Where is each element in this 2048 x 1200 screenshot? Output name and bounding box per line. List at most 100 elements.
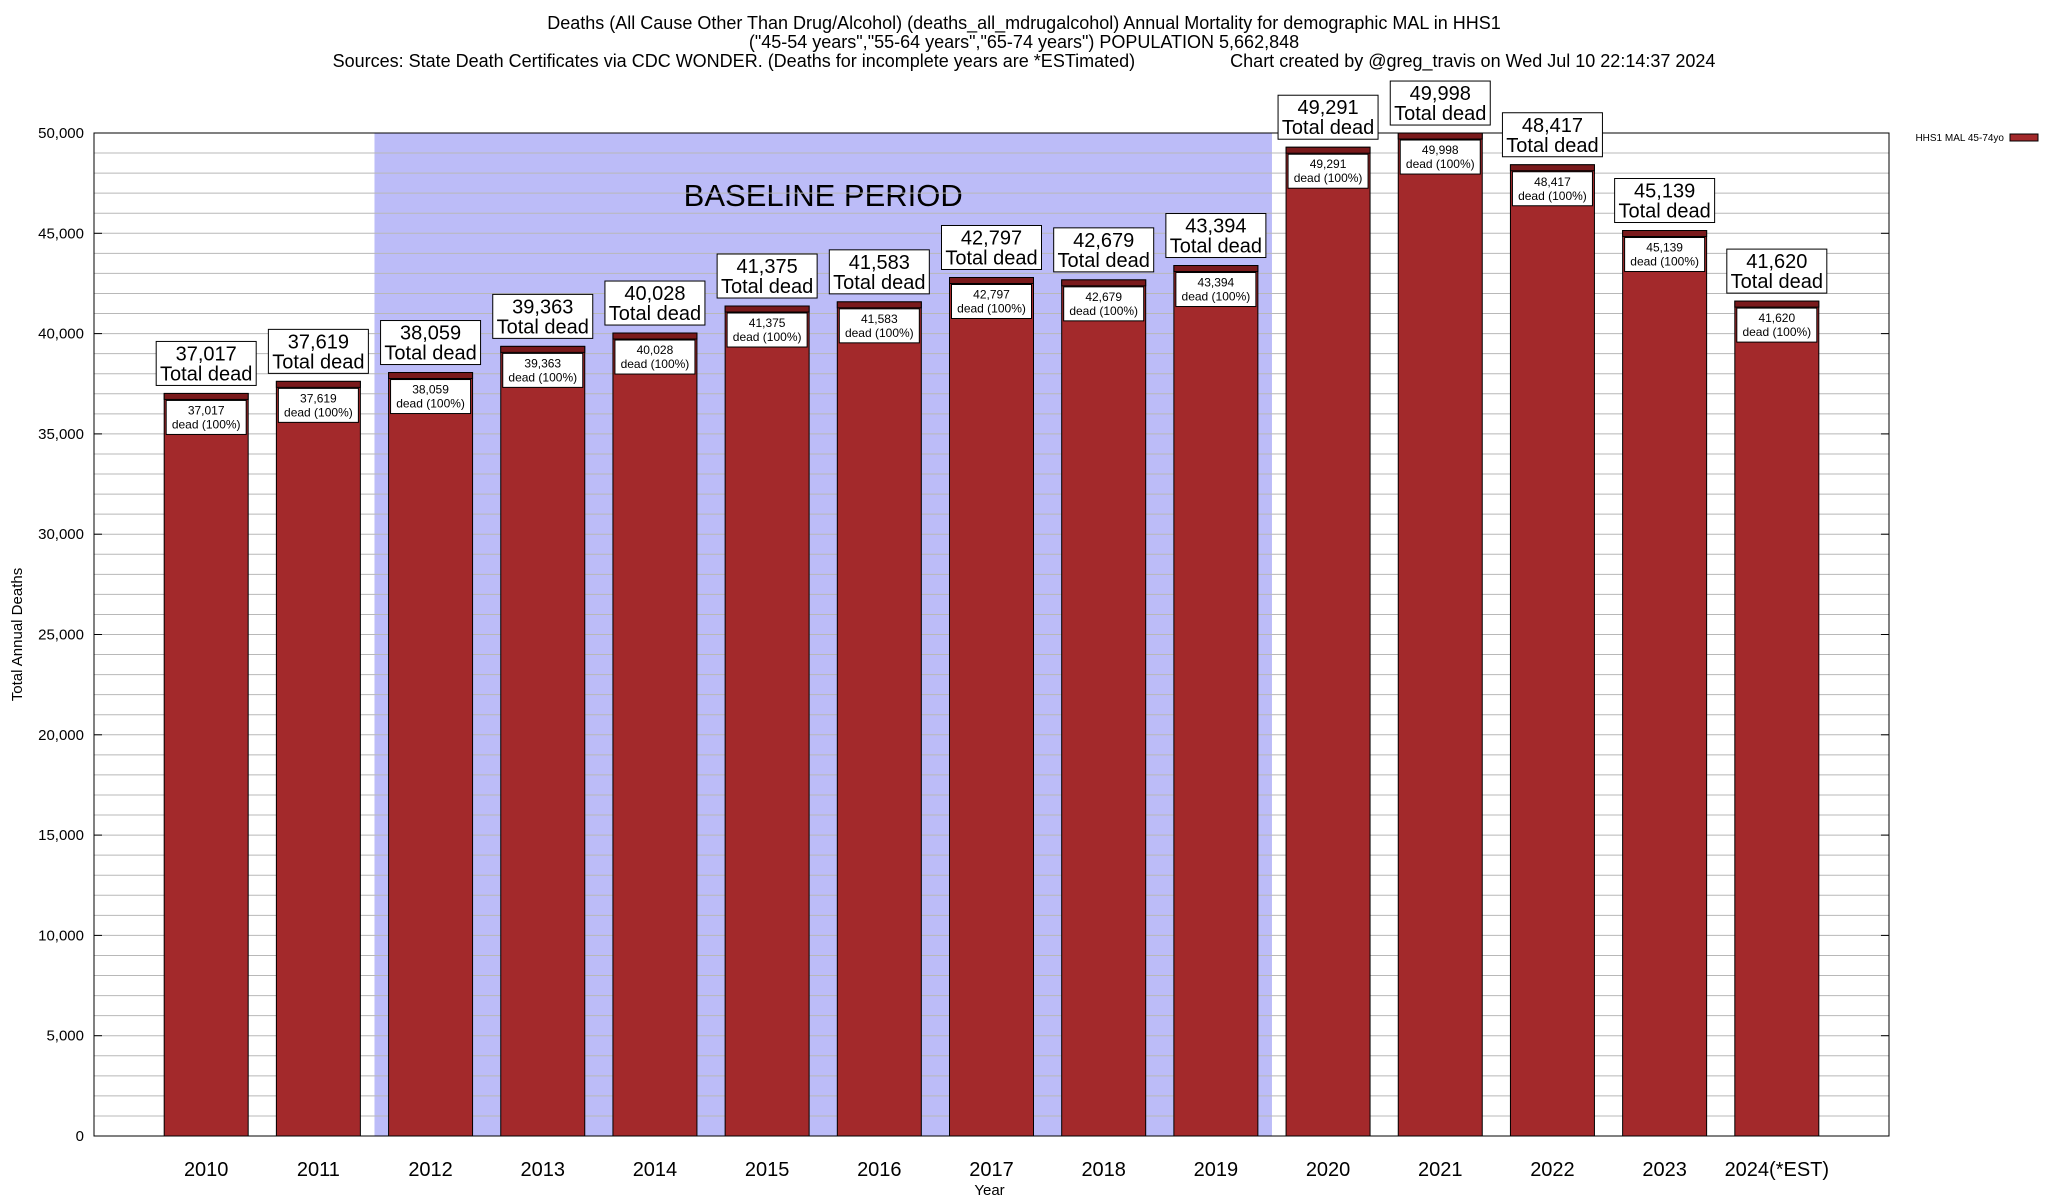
y-tick-label: 25,000	[38, 627, 84, 644]
inner-label-box	[1511, 171, 1593, 207]
inner-label-box	[502, 352, 584, 388]
inner-label-box	[390, 379, 472, 415]
inner-label-value: 37,017	[188, 403, 225, 417]
top-label-box	[1614, 178, 1716, 224]
legend-label: HHS1 MAL 45-74yo	[1915, 133, 2004, 144]
bar-cap	[388, 372, 474, 380]
x-axis-label: Year	[974, 1182, 1004, 1199]
inner-label-suffix: dead (100%)	[1518, 189, 1587, 203]
inner-label-suffix: dead (100%)	[957, 301, 1026, 315]
bar-cap	[1285, 146, 1371, 154]
bar-cap	[612, 332, 698, 340]
baseline-label: BASELINE PERIOD	[684, 178, 963, 213]
x-tick-label: 2021	[1418, 1159, 1463, 1181]
x-tick-label: 2023	[1642, 1159, 1687, 1181]
inner-label-box	[951, 283, 1032, 319]
bar	[724, 305, 810, 1137]
top-label-suffix: Total dead	[609, 303, 701, 325]
inner-label-box	[726, 312, 808, 348]
y-tick-label: 20,000	[38, 727, 84, 744]
top-label-value: 41,583	[849, 252, 910, 274]
bar-cap	[1509, 164, 1595, 172]
top-label-suffix: Total dead	[497, 316, 589, 338]
bar	[163, 392, 249, 1137]
bar	[1734, 300, 1820, 1137]
x-tick-label: 2014	[633, 1159, 678, 1181]
inner-label-value: 40,028	[637, 343, 674, 357]
inner-label-suffix: dead (100%)	[396, 397, 465, 411]
inner-label-box	[838, 308, 920, 344]
top-label-suffix: Total dead	[945, 247, 1037, 269]
inner-label-box	[1736, 307, 1818, 343]
bar	[949, 276, 1034, 1137]
inner-label-box	[1287, 153, 1369, 189]
x-tick-label: 2013	[521, 1159, 566, 1181]
inner-label-suffix: dead (100%)	[1069, 304, 1138, 318]
top-label-suffix: Total dead	[272, 351, 364, 373]
inner-label-box	[1624, 237, 1706, 273]
inner-label-suffix: dead (100%)	[733, 330, 802, 344]
top-label-value: 43,394	[1185, 216, 1246, 238]
title-line-2: ("45-54 years","55-64 years","65-74 year…	[748, 32, 1300, 52]
top-label-box	[716, 253, 818, 299]
top-label-value: 37,619	[288, 331, 349, 353]
inner-label-suffix: dead (100%)	[845, 326, 914, 340]
inner-label-suffix: dead (100%)	[1294, 171, 1363, 185]
inner-label-box	[614, 339, 696, 375]
bar-cap	[1173, 265, 1259, 273]
x-tick-label: 2015	[745, 1159, 790, 1181]
inner-label-value: 38,059	[412, 383, 449, 397]
top-label-box	[1053, 227, 1155, 273]
inner-label-value: 37,619	[300, 391, 337, 405]
bar	[1397, 132, 1483, 1137]
inner-label-suffix: dead (100%)	[621, 357, 690, 371]
inner-label-suffix: dead (100%)	[172, 417, 241, 431]
inner-label-suffix: dead (100%)	[508, 370, 577, 384]
top-label-suffix: Total dead	[1506, 135, 1598, 157]
y-tick-label: 15,000	[38, 827, 84, 844]
bar-cap	[500, 345, 586, 353]
bar	[1622, 230, 1708, 1137]
x-tick-label: 2010	[184, 1159, 229, 1181]
top-label-suffix: Total dead	[721, 276, 813, 298]
sources-line: Sources: State Death Certificates via CD…	[0, 52, 2048, 71]
x-tick-label: 2016	[857, 1159, 902, 1181]
inner-label-value: 41,620	[1758, 311, 1795, 325]
inner-label-suffix: dead (100%)	[284, 405, 353, 419]
y-tick-label: 5,000	[46, 1028, 84, 1045]
bar	[275, 380, 361, 1137]
top-label-box	[267, 328, 369, 374]
x-tick-label: 2022	[1530, 1159, 1575, 1181]
top-label-box	[155, 340, 257, 386]
x-tick-label: 2018	[1081, 1159, 1126, 1181]
y-tick-label: 0	[76, 1128, 84, 1145]
inner-label-value: 41,375	[749, 316, 786, 330]
bar	[500, 345, 586, 1137]
bar	[1509, 164, 1595, 1137]
inner-label-value: 49,291	[1310, 157, 1347, 171]
top-label-box	[1501, 112, 1603, 158]
x-tick-label: 2012	[408, 1159, 453, 1181]
y-tick-label: 40,000	[38, 326, 84, 343]
bar-cap	[275, 380, 361, 388]
bar-cap	[1734, 300, 1820, 308]
bar-cap	[163, 392, 249, 400]
top-label-value: 38,059	[400, 323, 461, 345]
top-label-box	[380, 320, 482, 366]
inner-label-box	[1399, 139, 1481, 175]
bar	[1173, 265, 1259, 1137]
bar-cap	[836, 301, 922, 309]
x-tick-label: 2011	[297, 1159, 340, 1181]
y-tick-label: 50,000	[38, 125, 84, 142]
top-label-box	[828, 249, 930, 295]
top-label-value: 41,620	[1746, 251, 1807, 273]
bar	[388, 372, 474, 1137]
top-label-value: 41,375	[737, 256, 798, 278]
inner-label-box	[1175, 272, 1257, 308]
inner-label-box	[1063, 286, 1145, 322]
inner-label-value: 41,583	[861, 312, 898, 326]
y-tick-label: 35,000	[38, 426, 84, 443]
top-label-suffix: Total dead	[1394, 103, 1486, 125]
top-label-box	[1389, 80, 1491, 126]
